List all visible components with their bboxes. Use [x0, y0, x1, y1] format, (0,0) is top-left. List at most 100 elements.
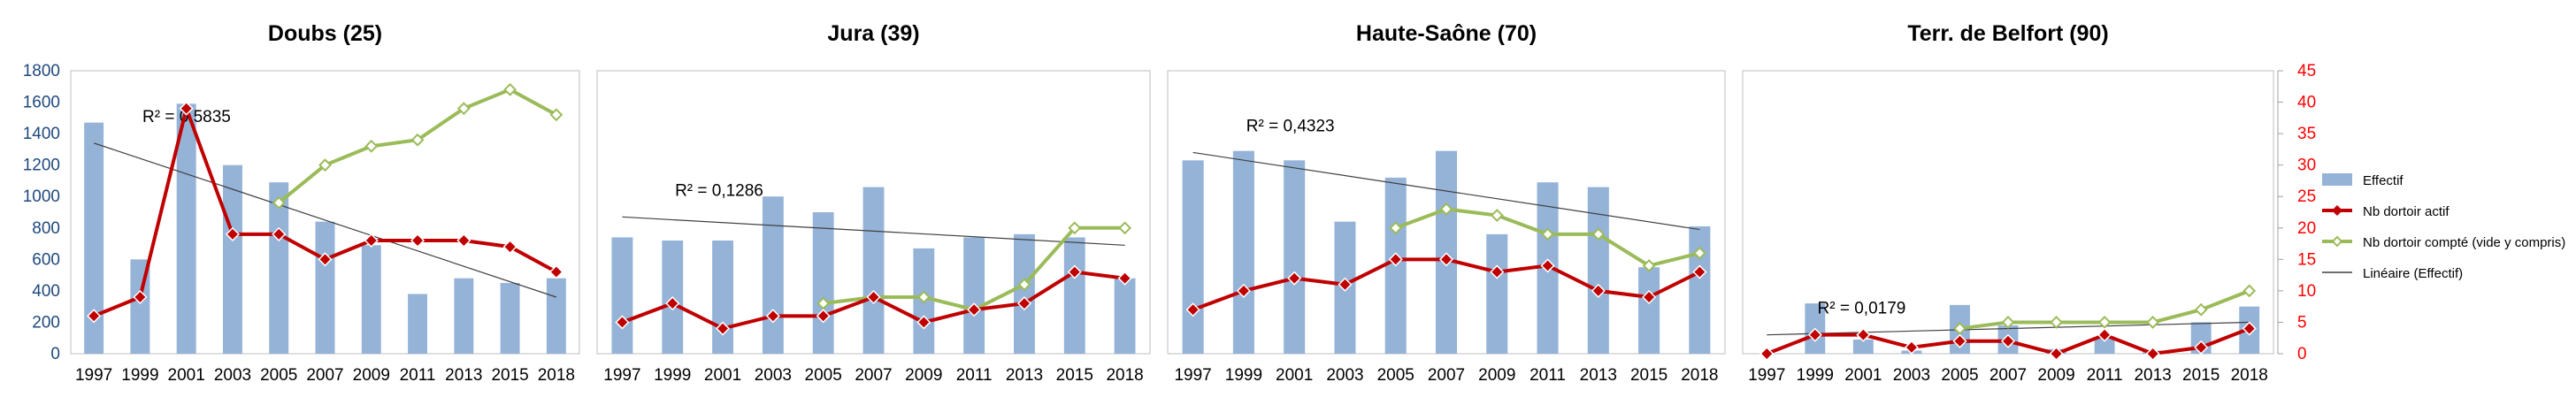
effectif-bar [963, 237, 985, 354]
effectif-bar [762, 196, 784, 354]
x-tick-label: 2013 [445, 366, 482, 385]
effectif-bar [1486, 233, 1508, 354]
x-tick-label: 1999 [1225, 366, 1262, 385]
effectif-bar [2094, 338, 2115, 354]
compte-point [1118, 221, 1132, 235]
actif-point [1591, 283, 1606, 298]
effectif-bar [1063, 237, 1085, 354]
effectif-bar [1182, 160, 1204, 354]
x-tick-label: 2013 [1006, 366, 1043, 385]
x-tick-label: 2009 [1478, 366, 1515, 385]
compte-point [1953, 322, 1966, 335]
compte-point [2001, 316, 2015, 329]
actif-point [548, 264, 564, 279]
left-axis-tick-label: 600 [32, 250, 60, 269]
x-tick-label: 2005 [260, 366, 297, 385]
trend-line [1192, 151, 1700, 231]
actif-point [364, 233, 379, 248]
effectif-bar [1284, 160, 1306, 354]
x-tick-label: 2005 [1941, 366, 1978, 385]
legend-marker-actif [2332, 205, 2342, 216]
r2-label: R² = 0,1286 [675, 181, 763, 200]
effectif-bar [315, 221, 335, 354]
x-tick-label: 2011 [2087, 366, 2123, 385]
compte-point [916, 290, 931, 304]
actif-point [765, 309, 780, 324]
x-tick-label: 1997 [603, 366, 640, 385]
x-tick-label: 2015 [1056, 366, 1093, 385]
actif-point [2194, 340, 2209, 355]
right-axis-tick-label: 15 [2297, 250, 2316, 269]
actif-point [272, 226, 287, 241]
x-tick-label: 2018 [1106, 366, 1143, 385]
right-axis-tick-label: 40 [2297, 94, 2316, 112]
actif-point [2097, 327, 2112, 342]
left-axis-tick-label: 1800 [23, 62, 60, 80]
left-axis-tick-label: 1400 [23, 125, 60, 143]
actif-point [1760, 346, 1775, 362]
x-tick-label: 2015 [491, 366, 528, 385]
compte-point [1017, 278, 1031, 292]
actif-point [2000, 333, 2016, 348]
actif-point [1185, 302, 1200, 317]
effectif-bar [611, 237, 633, 354]
actif-point [225, 226, 241, 241]
x-tick-label: 2011 [400, 366, 436, 385]
x-tick-label: 2018 [1681, 366, 1718, 385]
effectif-bar [408, 294, 428, 354]
effectif-bar [1014, 233, 1035, 354]
legend-label: Linéaire (Effectif) [2363, 266, 2463, 281]
x-tick-label: 2013 [2134, 366, 2171, 385]
actif-point [1540, 258, 1555, 273]
left-axis-tick-label: 400 [32, 282, 60, 301]
x-tick-label: 2001 [1276, 366, 1313, 385]
effectif-bar [500, 283, 520, 354]
actif-point [1388, 252, 1403, 267]
x-tick-label: 2015 [1630, 366, 1668, 385]
actif-point [133, 289, 148, 305]
x-tick-label: 2009 [905, 366, 942, 385]
compte-point [549, 108, 564, 122]
legend-label: Effectif [2363, 173, 2404, 188]
panel-title: Jura (39) [827, 21, 919, 46]
x-tick-label: 1997 [1174, 366, 1211, 385]
x-tick-label: 1997 [1748, 366, 1785, 385]
actif-point [1438, 252, 1454, 267]
right-axis-tick-label: 20 [2297, 219, 2316, 238]
x-tick-label: 2005 [1377, 366, 1414, 385]
x-tick-label: 2009 [353, 366, 390, 385]
x-tick-label: 1999 [121, 366, 158, 385]
effectif-bar [1852, 340, 1874, 354]
compte-point [1389, 221, 1403, 235]
compte-point [2146, 316, 2160, 329]
x-tick-label: 2018 [2231, 366, 2268, 385]
actif-point [179, 101, 194, 116]
x-tick-label: 2005 [805, 366, 842, 385]
left-axis-tick-label: 200 [32, 313, 60, 332]
actif-point [456, 233, 472, 248]
r2-label: R² = 0,5835 [142, 108, 231, 126]
right-axis-tick-label: 25 [2297, 187, 2316, 206]
left-axis-tick-label: 1200 [23, 157, 60, 175]
x-tick-label: 2011 [1530, 366, 1566, 385]
actif-point [967, 302, 982, 317]
x-tick-label: 2001 [704, 366, 741, 385]
x-tick-label: 1999 [654, 366, 691, 385]
effectif-bar [84, 122, 104, 354]
x-tick-label: 2011 [956, 366, 993, 385]
x-tick-label: 2003 [1326, 366, 1363, 385]
effectif-bar [176, 103, 196, 354]
actif-point [2242, 321, 2257, 336]
compte-point [1541, 227, 1554, 241]
x-tick-label: 2013 [1580, 366, 1617, 385]
actif-point [1490, 264, 1505, 279]
actif-point [410, 233, 426, 248]
x-tick-label: 2003 [214, 366, 251, 385]
actif-point [1067, 264, 1082, 279]
actif-point [1287, 271, 1302, 286]
compte-point [1490, 209, 1504, 222]
actif-point [1904, 340, 1919, 355]
x-tick-label: 2001 [1844, 366, 1882, 385]
effectif-bar [812, 212, 834, 354]
